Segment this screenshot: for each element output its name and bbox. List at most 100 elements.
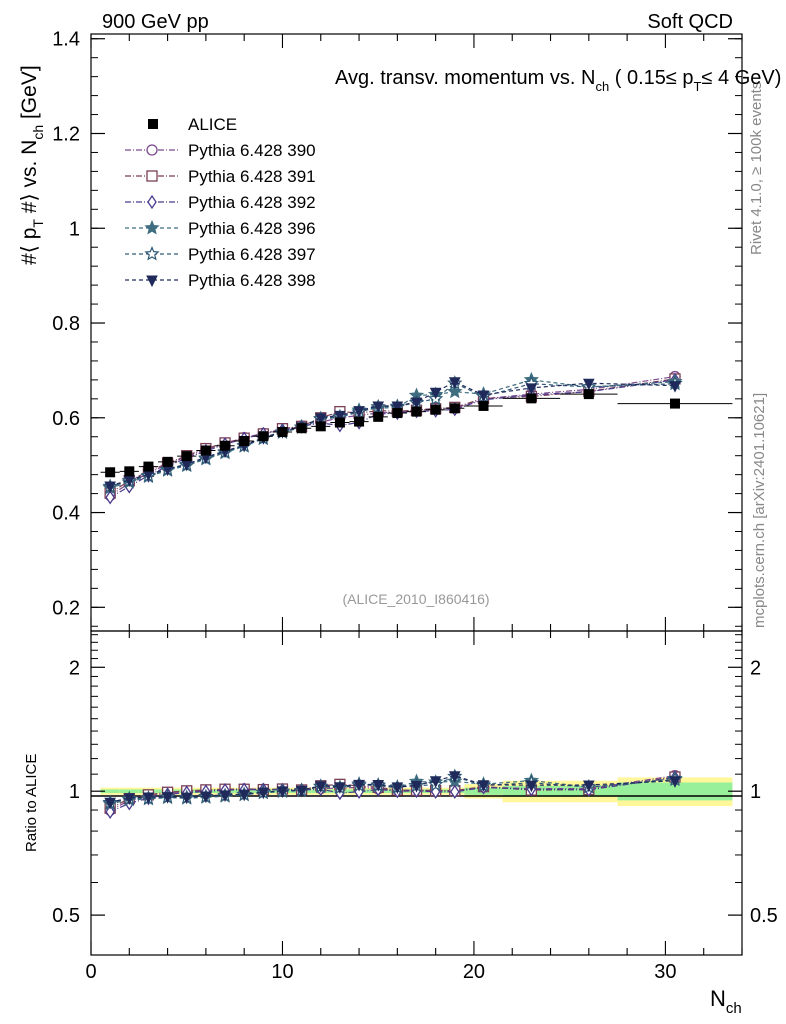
legend-label: Pythia 6.428 392 [188, 193, 316, 212]
legend-marker [144, 219, 160, 235]
data-point [105, 467, 116, 478]
data-point [220, 440, 231, 451]
chart-title-part: Avg. transv. momentum vs. N [335, 67, 595, 89]
series-point [525, 383, 538, 396]
x-axis-label-sub: ch [726, 1000, 742, 1017]
legend-marker [144, 245, 160, 261]
ratio-point [219, 790, 231, 802]
ratio-point [105, 804, 115, 820]
data-point [392, 408, 403, 419]
chart-title-part: ( 0.15≤ p [609, 67, 693, 89]
legend-entry: Pythia 6.428 392 [125, 193, 316, 212]
ratio-point [161, 792, 174, 804]
ratio-y-tick-label-right: 0.5 [750, 905, 778, 927]
chart-title-sub: T [694, 79, 702, 94]
data-point [373, 411, 384, 422]
ratio-point [142, 792, 155, 805]
alice-data [100, 389, 733, 478]
ratio-point [410, 780, 423, 793]
series-point [391, 401, 404, 414]
ratio-axis-ticks: 0.5 0.51 12 20 10 20 30 [52, 631, 778, 983]
y-axis-label-part: #⟨ p [18, 228, 41, 265]
y-tick-label: 0.2 [52, 597, 80, 619]
ratio-panel: 0.5 0.51 12 20 10 20 30 [52, 630, 778, 983]
series-point [410, 397, 423, 410]
chart-title-part: ≤ 4 GeV) [702, 67, 782, 89]
legend-label: Pythia 6.428 396 [188, 219, 316, 238]
data-point [315, 421, 326, 432]
data-point [354, 416, 365, 427]
series-point [353, 406, 365, 418]
legend-entry-alice: ALICE [148, 115, 237, 134]
data-point [583, 389, 594, 400]
ratio-point [391, 782, 404, 794]
series-point [314, 413, 327, 425]
legend-label: Pythia 6.428 391 [188, 167, 316, 186]
x-tick-label: 20 [463, 961, 485, 983]
ratio-y-tick-label: 0.5 [52, 905, 80, 927]
data-point [526, 393, 537, 404]
x-tick-label: 10 [271, 961, 293, 983]
data-point [669, 398, 680, 409]
y-tick-label: 0.8 [52, 313, 80, 335]
ratio-point [200, 791, 212, 804]
legend-entry: Pythia 6.428 396 [125, 219, 316, 238]
ratio-point [180, 792, 193, 805]
legend-entry: Pythia 6.428 398 [125, 271, 316, 290]
data-point [258, 431, 269, 442]
ratio-y-tick-label-right: 1 [750, 781, 761, 803]
data-point [143, 461, 154, 472]
ratio-point [353, 779, 365, 792]
legend: ALICE Pythia 6.428 390 Pythia 6.428 391 Pyt… [125, 115, 316, 290]
series-point [669, 381, 681, 393]
ratio-series [102, 768, 683, 820]
ratio-y-tick-label: 1 [69, 781, 80, 803]
y-tick-label: 1.2 [52, 124, 80, 146]
ratio-point [276, 786, 289, 798]
ratio-point [450, 784, 460, 799]
data-point [430, 404, 441, 415]
mcplots-label: mcplots.cern.ch [arXiv:2401.10621] [751, 393, 768, 628]
x-tick-label: 0 [85, 961, 96, 983]
ratio-point [448, 771, 461, 783]
header-left: 900 GeV pp [102, 11, 209, 33]
x-axis-label: Nch [710, 986, 742, 1017]
series-point [104, 481, 116, 494]
ratio-frame [90, 630, 743, 956]
y-axis-label-part: #⟩ vs. N [18, 140, 41, 219]
ratio-point [669, 776, 681, 788]
ratio-point [477, 780, 490, 792]
legend-marker [147, 194, 157, 210]
ratio-point [314, 781, 327, 793]
data-point [411, 406, 422, 417]
y-axis-label-sub: ch [30, 125, 46, 140]
data-point [162, 456, 173, 467]
analysis-id: (ALICE_2010_I860416) [342, 591, 489, 607]
chart-title-sub: ch [595, 79, 609, 94]
ratio-point [429, 776, 442, 788]
ratio-point [238, 789, 250, 802]
ratio-y-tick-label-right: 2 [750, 657, 761, 679]
ratio-stat-band [100, 789, 120, 793]
main-axis-ticks: 0.2 0.4 0.6 0.8 1 1.2 1.4 [52, 29, 743, 631]
legend-marker [146, 275, 158, 288]
main-series [102, 370, 683, 505]
y-axis-label-part: [GeV] [18, 65, 41, 125]
data-point [239, 436, 250, 447]
ratio-point [583, 780, 595, 793]
data-point [181, 451, 192, 462]
legend-marker [146, 144, 158, 156]
series-point [372, 401, 385, 414]
y-tick-label: 0.4 [52, 503, 80, 525]
series-point [583, 378, 595, 391]
legend-label: Pythia 6.428 398 [188, 271, 316, 290]
x-tick-label: 30 [654, 961, 676, 983]
data-point [277, 427, 288, 437]
main-panel: 0.2 0.4 0.6 0.8 1 1.2 1.4 Avg. transv. momentu… [52, 29, 782, 632]
legend-entry: Pythia 6.428 391 [125, 167, 316, 186]
ratio-point [257, 787, 270, 800]
data-point [478, 400, 489, 411]
series-point [448, 377, 461, 389]
data-point [296, 423, 307, 434]
